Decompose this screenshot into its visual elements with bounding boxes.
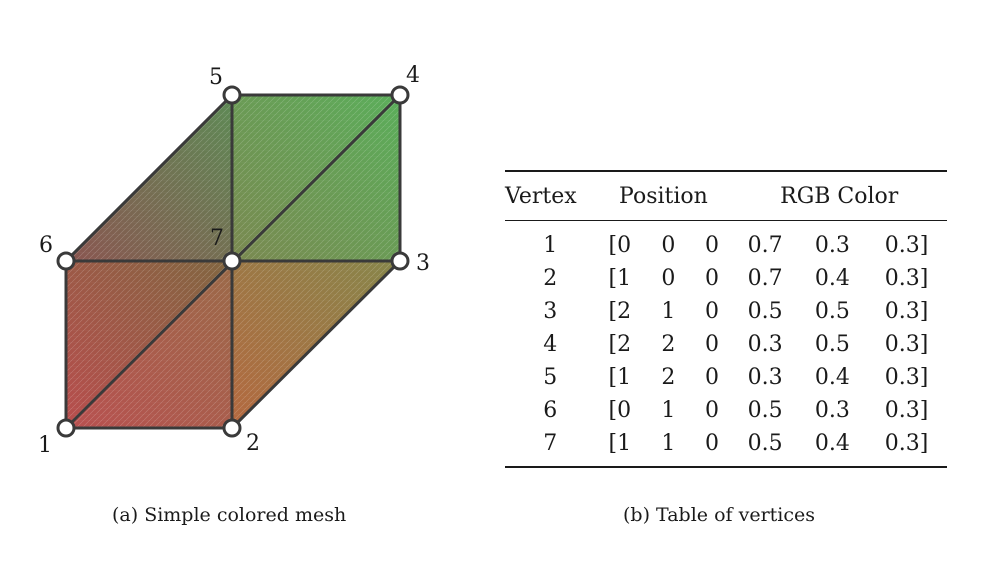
cell-pos-y: 2: [661, 332, 676, 357]
cell-rgb-g: 0.5: [814, 299, 850, 324]
vertex-labels: 1 2 3 4 5 6 7: [38, 63, 430, 458]
cell-rgb-g: 0.5: [814, 332, 850, 357]
cell-rgb-g: 0.4: [814, 431, 850, 456]
cell-vertex: 6: [543, 398, 558, 423]
cell-vertex: 3: [543, 299, 558, 324]
cell-pos-x: [0: [608, 398, 632, 423]
vertex-label-5: 5: [209, 65, 223, 90]
cell-pos-x: [0: [608, 233, 632, 258]
table-row: 7 [1 1 0 0.5 0.4 0.3]: [505, 427, 947, 467]
cell-rgb-g: 0.4: [814, 266, 850, 291]
mesh-vertices: [56, 85, 410, 438]
table-header-row: Vertex Position RGB Color: [505, 171, 947, 221]
vertex-2: [222, 418, 242, 438]
cell-vertex: 7: [543, 431, 558, 456]
vertex-4: [390, 85, 410, 105]
table-row: 5 [1 2 0 0.3 0.4 0.3]: [505, 361, 947, 394]
table-body: 1 [0 0 0 0.7 0.3 0.3] 2 [1 0 0 0.7 0.4 0.3] 3 [2 1 0 0.5 0.…: [505, 221, 947, 467]
cell-rgb-r: 0.7: [747, 266, 783, 291]
cell-rgb-b: 0.3]: [884, 266, 929, 291]
cell-rgb-r: 0.5: [747, 398, 783, 423]
vertex-label-2: 2: [246, 431, 260, 456]
table-row: 1 [0 0 0 0.7 0.3 0.3]: [505, 221, 947, 263]
vertex-label-7: 7: [210, 226, 224, 251]
cell-pos-y: 0: [661, 266, 676, 291]
cell-pos-z: 0: [705, 299, 720, 324]
cell-rgb-g: 0.4: [814, 365, 850, 390]
cell-pos-z: 0: [705, 332, 720, 357]
cell-rgb-r: 0.3: [747, 365, 783, 390]
cell-vertex: 5: [543, 365, 558, 390]
mesh-caption: (a) Simple colored mesh: [112, 504, 347, 526]
cell-pos-x: [2: [608, 299, 632, 324]
cell-pos-x: [1: [608, 431, 632, 456]
vertex-label-1: 1: [38, 433, 52, 458]
vertex-label-6: 6: [39, 233, 53, 258]
cell-pos-z: 0: [705, 398, 720, 423]
vertex-5: [222, 85, 242, 105]
cell-rgb-g: 0.3: [814, 233, 850, 258]
table-row: 6 [0 1 0 0.5 0.3 0.3]: [505, 394, 947, 427]
cell-rgb-r: 0.3: [747, 332, 783, 357]
cell-vertex: 1: [543, 233, 558, 258]
cell-rgb-g: 0.3: [814, 398, 850, 423]
table-row: 4 [2 2 0 0.3 0.5 0.3]: [505, 328, 947, 361]
cell-pos-z: 0: [705, 233, 720, 258]
vertex-6: [56, 251, 76, 271]
cell-rgb-r: 0.5: [747, 299, 783, 324]
cell-rgb-b: 0.3]: [884, 233, 929, 258]
vertex-label-4: 4: [406, 63, 420, 88]
cell-vertex: 4: [543, 332, 558, 357]
cell-pos-y: 1: [661, 299, 676, 324]
vertex-3: [390, 251, 410, 271]
table-row: 3 [2 1 0 0.5 0.5 0.3]: [505, 295, 947, 328]
cell-rgb-r: 0.7: [747, 233, 783, 258]
table-caption: (b) Table of vertices: [623, 504, 815, 526]
header-position: Position: [619, 183, 708, 209]
cell-vertex: 2: [543, 266, 558, 291]
cell-rgb-b: 0.3]: [884, 299, 929, 324]
cell-pos-y: 1: [661, 431, 676, 456]
cell-pos-x: [1: [608, 365, 632, 390]
cell-rgb-b: 0.3]: [884, 431, 929, 456]
cell-pos-y: 1: [661, 398, 676, 423]
vertex-label-3: 3: [416, 251, 430, 276]
cell-pos-y: 0: [661, 233, 676, 258]
header-vertex: Vertex: [505, 183, 577, 209]
vertex-7: [222, 251, 242, 271]
cell-pos-z: 0: [705, 266, 720, 291]
cell-rgb-b: 0.3]: [884, 365, 929, 390]
vertex-table: Vertex Position RGB Color 1 [0 0 0 0.7 0.3 0.3…: [505, 170, 947, 468]
cell-pos-x: [1: [608, 266, 632, 291]
table-row: 2 [1 0 0 0.7 0.4 0.3]: [505, 262, 947, 295]
cell-pos-z: 0: [705, 431, 720, 456]
cell-pos-y: 2: [661, 365, 676, 390]
cell-rgb-b: 0.3]: [884, 332, 929, 357]
colored-mesh-diagram: 1 2 3 4 5 6 7: [38, 63, 430, 458]
cell-pos-z: 0: [705, 365, 720, 390]
cell-pos-x: [2: [608, 332, 632, 357]
cell-rgb-b: 0.3]: [884, 398, 929, 423]
vertex-1: [56, 418, 76, 438]
cell-rgb-r: 0.5: [747, 431, 783, 456]
header-rgb-color: RGB Color: [780, 183, 899, 209]
